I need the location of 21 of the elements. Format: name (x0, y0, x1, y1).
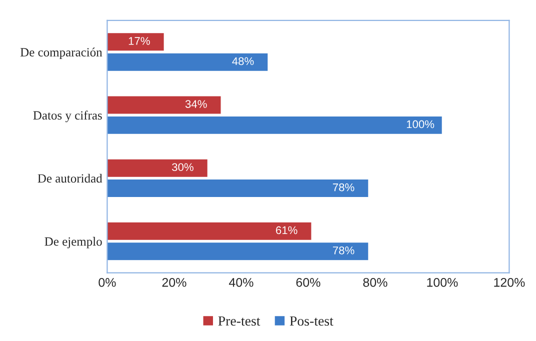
x-tick-label: 100% (427, 278, 458, 287)
data-label: 61% (276, 226, 298, 234)
y-tick-label: Datos y cifras (33, 110, 102, 122)
data-label: 78% (332, 246, 354, 254)
x-tick-label: 60% (296, 278, 320, 287)
data-label: 48% (232, 57, 254, 66)
y-tick-label: De autoridad (38, 174, 102, 183)
data-label: 100% (406, 120, 434, 128)
data-label: 34% (185, 100, 207, 108)
legend-label: Pos-test (290, 316, 334, 326)
y-tick-label: De ejemplo (44, 236, 102, 248)
data-label: 17% (128, 37, 150, 45)
data-label: 78% (332, 183, 354, 192)
y-tick-label: De comparación (20, 48, 102, 60)
data-label: 30% (172, 163, 194, 172)
x-tick-label: 120% (494, 278, 525, 287)
x-tick-label: 20% (162, 278, 186, 287)
x-tick-label: 80% (363, 278, 388, 287)
x-tick-label: 40% (228, 278, 254, 287)
legend-label: Pre-test (218, 316, 260, 326)
x-tick-label: 0% (98, 278, 116, 287)
